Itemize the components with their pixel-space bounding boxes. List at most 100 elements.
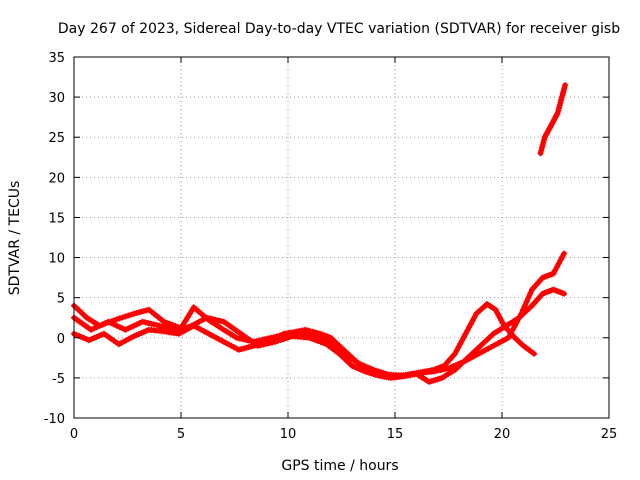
data-point (511, 322, 518, 329)
data-point (122, 313, 129, 320)
x-tick-label: 25 (601, 427, 618, 442)
data-point (215, 317, 222, 324)
data-point (557, 257, 564, 264)
data-point (457, 340, 464, 347)
data-point (559, 253, 566, 260)
data-point (108, 320, 115, 327)
data-point (521, 302, 528, 309)
data-point (156, 322, 163, 329)
data-point (518, 310, 525, 317)
data-point (280, 336, 287, 342)
data-point (451, 350, 458, 357)
axis-ticks: 0 5 10 15 20 25 -10 -5 0 5 10 15 20 25 30 35 (44, 51, 618, 442)
y-tick-label: 25 (48, 131, 65, 146)
y-tick-label: 30 (48, 91, 65, 106)
data-point (557, 99, 564, 106)
data-point (538, 147, 545, 154)
data-point (184, 314, 191, 321)
data-point (128, 311, 135, 318)
data-point (556, 104, 563, 111)
data-point (160, 318, 167, 325)
data-point (525, 294, 532, 301)
data-point (550, 270, 557, 277)
y-tick-label: -5 (52, 372, 65, 387)
data-point (561, 290, 568, 297)
data-point (466, 324, 473, 331)
data-point (113, 316, 120, 323)
y-tick-label: 10 (48, 252, 65, 267)
data-point (119, 314, 126, 321)
data-point (99, 321, 106, 328)
data-point (110, 321, 117, 328)
data-point (561, 250, 568, 257)
y-tick-label: 35 (48, 51, 65, 66)
data-point (133, 321, 140, 328)
y-tick-label: 20 (48, 171, 65, 186)
data-point (562, 82, 569, 89)
data-point (520, 306, 526, 313)
data-point (464, 327, 471, 334)
data-point (505, 334, 512, 341)
series-band (71, 251, 567, 378)
data-point (150, 321, 157, 328)
data-point (509, 326, 516, 333)
x-tick-label: 5 (177, 427, 185, 442)
data-point (537, 150, 544, 157)
series-track-3 (71, 250, 568, 379)
data-point (96, 322, 103, 329)
data-point (516, 314, 523, 321)
data-point (203, 314, 210, 321)
data-point (555, 107, 562, 114)
data-point (116, 324, 123, 331)
data-point (188, 307, 195, 314)
data-point (163, 319, 170, 326)
plot-area (71, 82, 569, 385)
data-point (166, 320, 173, 327)
x-tick-label: 0 (70, 427, 78, 442)
y-tick-label: 15 (48, 211, 65, 226)
data-point (453, 347, 460, 354)
data-point (139, 318, 146, 325)
x-axis-label: GPS time / hours (281, 458, 398, 474)
data-point (553, 263, 560, 270)
data-point (553, 111, 560, 118)
data-point (531, 350, 538, 357)
data-point (555, 260, 562, 267)
data-point (507, 330, 514, 337)
data-point (159, 323, 166, 330)
data-point (116, 315, 123, 322)
data-point (148, 320, 154, 327)
chart-title: Day 267 of 2023, Sidereal Day-to-day VTE… (58, 21, 620, 37)
data-point (541, 136, 548, 143)
data-point (558, 96, 565, 103)
data-point (182, 318, 189, 325)
data-point (554, 110, 561, 117)
data-point (540, 139, 547, 146)
data-point (169, 321, 176, 328)
x-tick-label: 15 (387, 427, 404, 442)
x-tick-label: 10 (280, 427, 297, 442)
data-point (125, 312, 132, 319)
data-point (462, 330, 469, 337)
data-point (455, 344, 462, 351)
data-point (236, 335, 243, 342)
data-point (91, 325, 97, 332)
y-axis-label: SDTVAR / TECUs (7, 181, 23, 296)
data-point (471, 314, 478, 321)
plot-frame (73, 56, 610, 419)
data-point (206, 315, 213, 322)
data-point (125, 325, 132, 332)
data-point (212, 316, 219, 323)
data-point (459, 337, 466, 344)
data-point (186, 311, 193, 318)
data-point (468, 320, 474, 327)
data-point (538, 144, 545, 151)
series-track-4 (537, 82, 569, 157)
y-tick-label: -10 (44, 412, 65, 427)
data-point (523, 298, 530, 305)
x-tick-label: 20 (494, 427, 511, 442)
data-point (130, 322, 137, 329)
y-tick-label: 5 (57, 292, 65, 307)
data-point (514, 318, 520, 325)
data-point (469, 317, 476, 324)
